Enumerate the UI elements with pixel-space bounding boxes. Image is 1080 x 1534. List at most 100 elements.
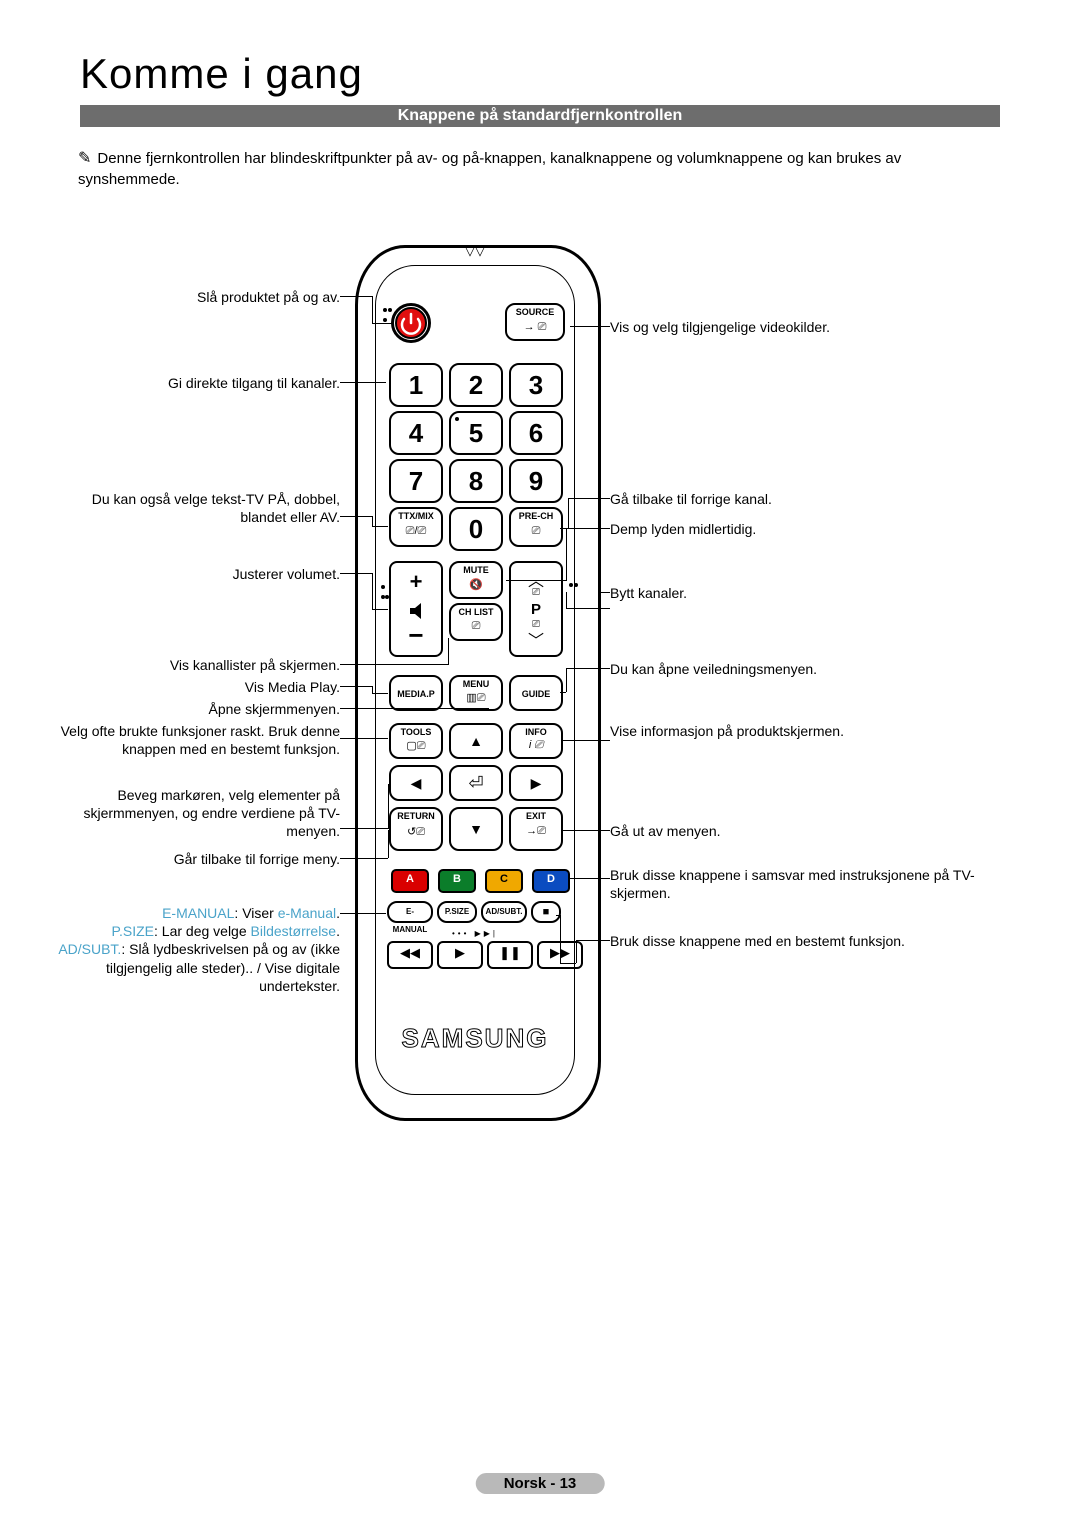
mute-label: MUTE <box>451 565 501 575</box>
footer-page-label: Norsk - 13 <box>476 1473 605 1494</box>
psize-link: Bildestørrelse <box>251 923 337 939</box>
return-icon: ↺⎚ <box>391 825 441 839</box>
emanual-link-label: E-MANUAL <box>162 905 234 921</box>
rewind-button[interactable]: ◀◀ <box>387 941 433 969</box>
chlist-icon: ⎚ <box>451 620 501 633</box>
num-4[interactable]: 4 <box>389 411 443 455</box>
section-heading: Knappene på standardfjernkontrollen <box>80 105 1000 127</box>
num-1[interactable]: 1 <box>389 363 443 407</box>
color-a-button[interactable]: A <box>391 869 429 893</box>
nav-down-button[interactable]: ▼ <box>449 807 503 851</box>
desc-tools: Velg ofte brukte funksjoner raskt. Bruk … <box>60 722 340 758</box>
info-icon: i ⎚ <box>511 739 561 752</box>
note-braille: Denne fjernkontrollen har blindeskriftpu… <box>78 148 998 190</box>
desc-info: Vise informasjon på produktskjermen. <box>610 722 1000 740</box>
desc-bottom-funcs: E-MANUAL: Viser e-Manual. P.SIZE: Lar de… <box>44 904 340 995</box>
prech-button[interactable]: PRE-CH ⎚ <box>509 507 563 547</box>
adsubt-link-label: AD/SUBT. <box>58 941 121 957</box>
desc-return: Går tilbake til forrige meny. <box>60 850 340 868</box>
psize-text: : Lar deg velge <box>154 923 251 939</box>
prech-icon: ⎚ <box>511 525 561 538</box>
p-label: P <box>511 601 561 618</box>
power-button[interactable] <box>391 303 431 343</box>
psize-button[interactable]: P.SIZE <box>437 901 477 923</box>
ttx-mix-button[interactable]: TTX/MIX ⎚/⎚ <box>389 507 443 547</box>
channel-rocker[interactable]: ︿ ⎚ P ⎚ ﹀ <box>509 561 563 657</box>
desc-vol: Justerer volumet. <box>60 565 340 583</box>
mute-button[interactable]: MUTE 🔇 <box>449 561 503 599</box>
desc-playback: Bruk disse knappene med en bestemt funks… <box>610 932 1000 950</box>
emanual-text: : Viser <box>234 905 277 921</box>
color-b-button[interactable]: B <box>438 869 476 893</box>
ttx-label: TTX/MIX <box>391 511 441 521</box>
power-icon <box>394 306 428 340</box>
mute-icon: 🔇 <box>451 578 501 591</box>
volume-down-icon: − <box>391 620 441 651</box>
prech-label: PRE-CH <box>511 511 561 521</box>
nav-up-button[interactable]: ▲ <box>449 723 503 759</box>
desc-ttx: Du kan også velge tekst-TV PÅ, dobbel, b… <box>60 490 340 526</box>
ttx-icon: ⎚/⎚ <box>391 525 441 538</box>
nav-right-button[interactable]: ▶ <box>509 765 563 801</box>
emanual-button[interactable]: E-MANUAL <box>387 901 433 923</box>
source-label: SOURCE <box>507 307 563 317</box>
adsubt-button[interactable]: AD/SUBT. <box>481 901 527 923</box>
enter-button[interactable]: ⏎ <box>449 765 503 801</box>
num-8[interactable]: 8 <box>449 459 503 503</box>
chlist-button[interactable]: CH LIST ⎚ <box>449 603 503 641</box>
menu-button[interactable]: MENU ▥⎚ <box>449 675 503 711</box>
desc-source: Vis og velg tilgjengelige videokilder. <box>610 318 1000 336</box>
pause-button[interactable]: ❚❚ <box>487 941 533 969</box>
mediap-label: MEDIA.P <box>391 689 441 699</box>
color-buttons-row: A B C D <box>391 869 570 893</box>
tools-button[interactable]: TOOLS ▢⎚ <box>389 723 443 759</box>
desc-nav: Beveg markøren, velg elementer på skjerm… <box>60 786 340 841</box>
samsung-logo: SAMSUNG <box>355 1023 595 1054</box>
desc-channel: Bytt kanaler. <box>610 584 1000 602</box>
channel-down-icon: ﹀ <box>511 627 561 651</box>
exit-button[interactable]: EXIT →⎚ <box>509 807 563 851</box>
desc-power: Slå produktet på og av. <box>60 288 340 306</box>
tools-icon: ▢⎚ <box>391 739 441 753</box>
color-c-button[interactable]: C <box>485 869 523 893</box>
playback-row: ◀◀ ▶ ❚❚ ▶▶ <box>387 941 583 969</box>
adsubt-text: : Slå lydbeskrivelsen på og av (ikke til… <box>106 941 340 993</box>
p-up-icon: ⎚ <box>511 587 561 598</box>
psize-link-label: P.SIZE <box>111 923 154 939</box>
play-button[interactable]: ▶ <box>437 941 483 969</box>
num-3[interactable]: 3 <box>509 363 563 407</box>
page-root: Komme i gang Knappene på standardfjernko… <box>0 0 1080 1534</box>
nav-left-button[interactable]: ◀ <box>389 765 443 801</box>
desc-colored: Bruk disse knappene i samsvar med instru… <box>610 866 1000 902</box>
guide-button[interactable]: GUIDE <box>509 675 563 711</box>
num-0[interactable]: 0 <box>449 507 503 551</box>
desc-chlist: Vis kanallister på skjermen. <box>60 656 340 674</box>
color-d-button[interactable]: D <box>532 869 570 893</box>
num-6[interactable]: 6 <box>509 411 563 455</box>
info-button[interactable]: INFO i ⎚ <box>509 723 563 759</box>
exit-icon: →⎚ <box>511 825 561 838</box>
remote: ▽▽ SOURCE → ⎚ 1 2 3 4 5 6 7 8 9 TTX/MIX <box>355 245 595 1115</box>
bt-dots: ••• ▶▶| <box>355 929 595 938</box>
desc-mediap: Vis Media Play. <box>60 678 340 696</box>
menu-icon: ▥⎚ <box>451 691 501 705</box>
volume-rocker[interactable]: + − <box>389 561 443 657</box>
desc-exit: Gå ut av menyen. <box>610 822 1000 840</box>
return-button[interactable]: RETURN ↺⎚ <box>389 807 443 851</box>
speaker-icon <box>407 600 429 622</box>
stop-button[interactable]: ■ <box>531 901 561 923</box>
tools-label: TOOLS <box>391 727 441 737</box>
num-9[interactable]: 9 <box>509 459 563 503</box>
page-title: Komme i gang <box>80 50 363 98</box>
ir-sensor: ▽▽ <box>465 243 485 259</box>
menu-label: MENU <box>451 679 501 689</box>
volume-up-icon: + <box>391 569 441 595</box>
desc-guide: Du kan åpne veiledningsmenyen. <box>610 660 1000 678</box>
mediap-button[interactable]: MEDIA.P <box>389 675 443 711</box>
num-2[interactable]: 2 <box>449 363 503 407</box>
num-7[interactable]: 7 <box>389 459 443 503</box>
exit-label: EXIT <box>511 811 561 821</box>
func-row: E-MANUAL P.SIZE AD/SUBT. ■ <box>387 901 561 923</box>
source-button[interactable]: SOURCE → ⎚ <box>505 303 565 341</box>
desc-prech: Gå tilbake til forrige kanal. <box>610 490 1000 508</box>
